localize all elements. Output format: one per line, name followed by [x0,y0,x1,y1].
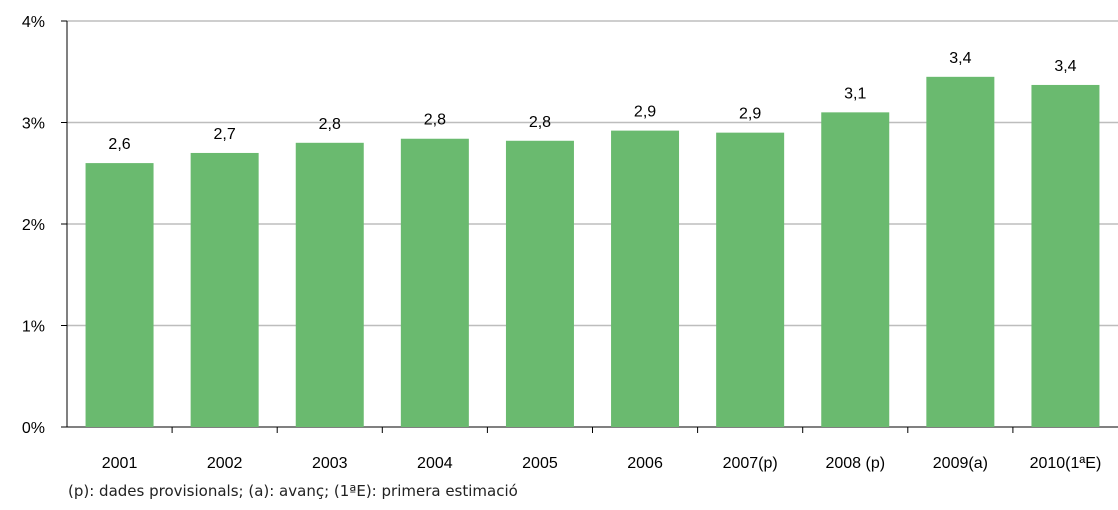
data-label: 3,4 [1054,58,1076,75]
data-label: 2,8 [529,114,551,131]
x-tick-label: 2003 [312,455,348,472]
data-label: 2,6 [108,136,130,153]
x-tick-label: 2005 [522,455,558,472]
data-label: 2,8 [319,116,341,133]
bar [821,112,890,427]
x-tick-label: 2004 [417,455,453,472]
bar [505,140,574,427]
y-tick-label: 4% [22,14,45,31]
x-tick-label: 2010(1ªE) [1030,455,1102,472]
x-tick-label: 2002 [207,455,243,472]
chart-footnote: (p): dades provisionals; (a): avanç; (1ª… [68,482,518,500]
labels: 0% 1% 2% 3% 4% 2,6 2001 2,7 2002 2,8 2003 2,8 2004 2,… [22,14,1101,472]
y-tick-label: 0% [22,420,45,437]
data-label: 3,1 [844,85,866,102]
bar [611,130,680,427]
data-label: 2,9 [634,104,656,121]
x-tick-label: 2008 (p) [825,455,885,472]
bar [716,132,785,427]
bars [85,76,1100,428]
bar [85,163,154,427]
data-label: 3,4 [949,50,971,67]
data-label: 2,9 [739,106,761,123]
y-tick-label: 1% [22,319,45,336]
y-tick-label: 3% [22,116,45,133]
x-tick-label: 2001 [102,455,138,472]
bar-chart: 0% 1% 2% 3% 4% 2,6 2001 2,7 2002 2,8 2003 2,8 2004 2,… [22,14,1118,472]
data-label: 2,8 [424,112,446,129]
x-tick-label: 2006 [627,455,663,472]
data-label: 2,7 [214,126,236,143]
bar [1031,84,1100,427]
bar [400,138,469,428]
bar [926,76,995,427]
y-tick-label: 2% [22,217,45,234]
x-tick-label: 2007(p) [723,455,778,472]
x-tick-label: 2009(a) [933,455,988,472]
bar [295,142,364,428]
bar [190,152,259,427]
